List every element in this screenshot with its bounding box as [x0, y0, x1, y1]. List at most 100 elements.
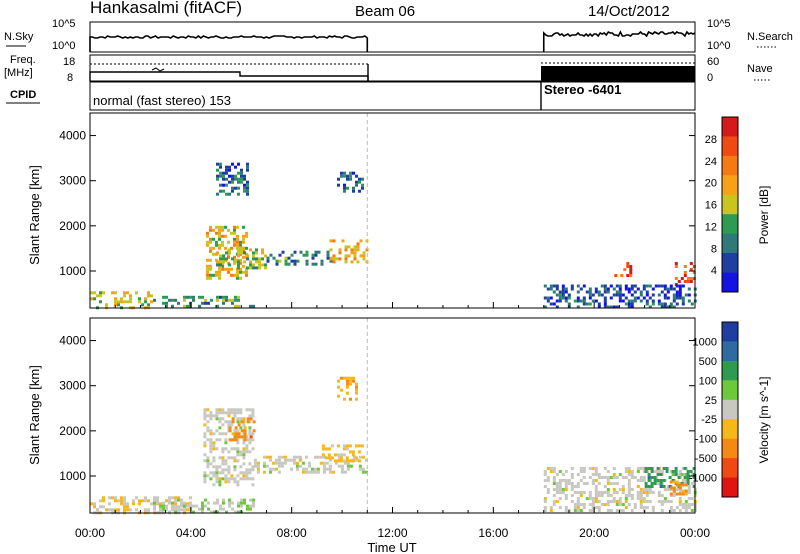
data-cell [630, 476, 634, 479]
data-cell [218, 246, 221, 250]
data-cell [201, 504, 204, 508]
data-cell [681, 299, 685, 303]
colorbar-swatch [722, 458, 738, 478]
data-cell [219, 504, 222, 508]
data-cell [644, 485, 648, 488]
data-cell [644, 482, 648, 485]
data-cell [660, 284, 664, 288]
data-cell [659, 479, 663, 482]
data-cell [594, 479, 598, 482]
data-cell [549, 509, 553, 512]
data-cell [343, 397, 346, 401]
data-cell [579, 467, 583, 470]
data-cell [362, 254, 366, 258]
data-cell [358, 464, 362, 468]
data-cell [123, 291, 126, 295]
data-cell [277, 470, 281, 474]
colorbar-tick-label: -100 [695, 434, 717, 446]
data-cell [663, 287, 667, 291]
data-cell [222, 257, 225, 261]
data-cell [203, 423, 207, 427]
data-cell [660, 509, 664, 512]
data-cell [215, 468, 219, 472]
data-cell [546, 488, 550, 491]
data-cell [337, 385, 340, 389]
data-cell [630, 497, 634, 500]
data-cell [177, 301, 180, 305]
data-cell [240, 168, 243, 172]
data-cell [636, 497, 640, 500]
data-cell [620, 274, 624, 277]
data-cell [233, 468, 237, 472]
data-cell [684, 509, 688, 512]
data-cell [615, 491, 619, 494]
data-cell [337, 183, 340, 187]
data-cell [567, 302, 571, 306]
data-cell [349, 174, 352, 178]
data-cell [243, 186, 246, 190]
data-cell [227, 456, 231, 460]
data-cell [225, 510, 228, 514]
data-cell [678, 486, 682, 490]
data-cell [227, 471, 231, 475]
data-cell [249, 435, 253, 439]
data-cell [678, 296, 682, 300]
data-cell [269, 253, 273, 257]
data-cell [322, 467, 326, 471]
data-cell [558, 497, 562, 500]
data-cell [242, 450, 246, 454]
data-cell [555, 491, 559, 494]
data-cell [240, 498, 243, 502]
data-cell [645, 491, 649, 494]
data-cell [588, 476, 592, 479]
data-cell [255, 257, 258, 261]
data-cell [218, 273, 221, 277]
data-cell [336, 444, 340, 448]
data-cell [588, 287, 592, 291]
data-cell [651, 302, 655, 306]
data-cell [588, 491, 592, 494]
data-cell [316, 470, 320, 474]
data-cell [630, 293, 634, 297]
data-cell [234, 510, 237, 514]
data-cell [543, 485, 547, 488]
data-cell [236, 438, 240, 442]
data-cell [209, 246, 212, 250]
data-cell [212, 237, 215, 241]
data-cell [242, 234, 245, 238]
data-cell [207, 301, 210, 305]
data-cell [361, 183, 364, 187]
data-cell [549, 302, 553, 306]
data-cell [344, 248, 348, 252]
data-cell [621, 485, 625, 488]
data-cell [582, 284, 586, 288]
data-cell [114, 496, 117, 500]
data-cell [249, 417, 253, 421]
power-data-cells [90, 113, 697, 310]
data-cell [316, 467, 320, 471]
data-cell [618, 296, 622, 300]
data-cell [362, 257, 366, 261]
data-cell [108, 508, 111, 512]
colorbar-tick-label: 8 [711, 243, 717, 255]
data-cell [347, 254, 351, 258]
data-cell [210, 298, 213, 302]
data-cell [669, 284, 673, 288]
data-cell [346, 186, 349, 190]
data-cell [624, 287, 628, 291]
data-cell [675, 506, 679, 509]
data-cell [674, 470, 678, 473]
data-cell [245, 246, 248, 250]
data-cell [555, 287, 559, 291]
data-cell [612, 473, 616, 476]
data-cell [239, 477, 243, 481]
data-cell [216, 498, 219, 502]
data-cell [171, 501, 174, 505]
data-cell [692, 473, 696, 476]
data-cell [114, 508, 117, 512]
data-cell [218, 276, 221, 280]
data-cell [132, 502, 135, 506]
data-cell [249, 248, 252, 252]
data-cell [215, 480, 219, 484]
data-cell [123, 499, 126, 503]
